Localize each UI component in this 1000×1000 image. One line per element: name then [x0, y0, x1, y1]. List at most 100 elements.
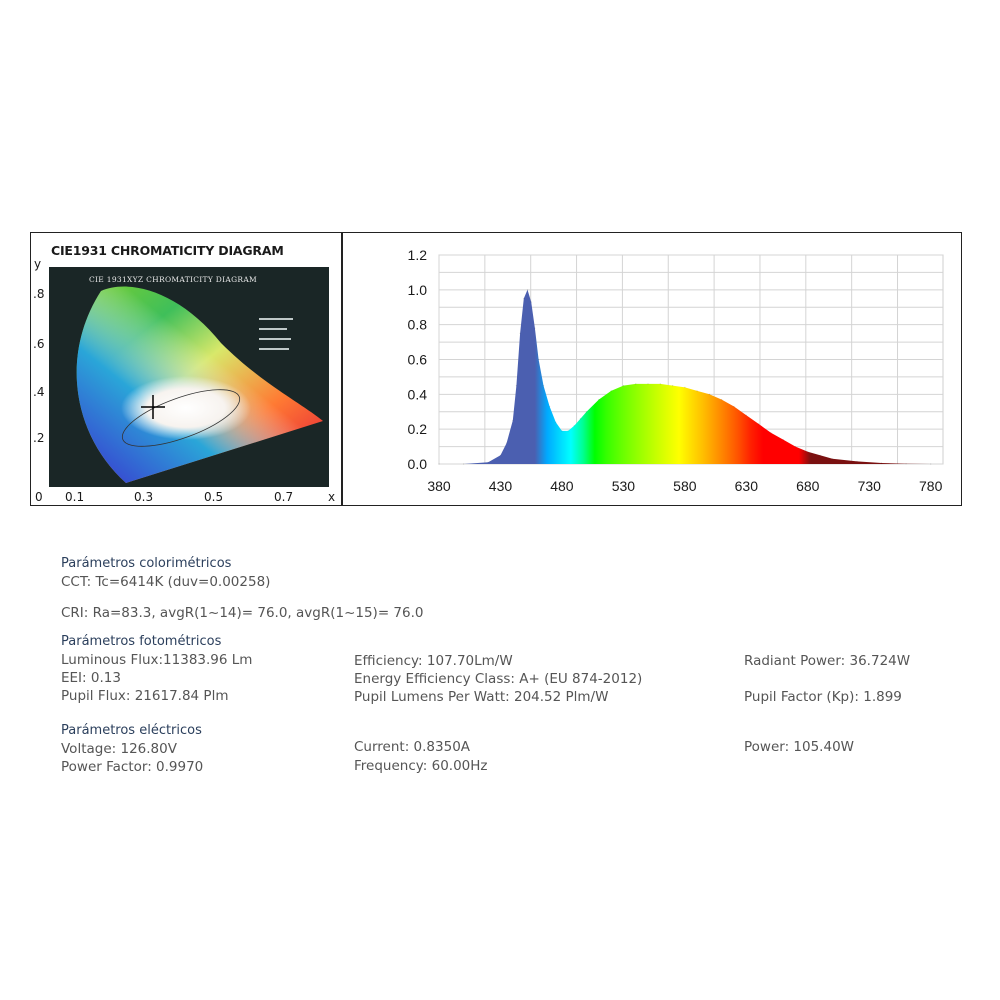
spectrum-point: [745, 414, 747, 416]
eei-value: EEI: 0.13: [61, 670, 121, 686]
spectrum-y-tick-label: 0.4: [408, 386, 428, 402]
luminous-flux: Luminous Flux:11383.96 Lm: [61, 652, 253, 668]
efficiency: Efficiency: 107.70Lm/W: [354, 653, 513, 669]
pupil-factor: Pupil Factor (Kp): 1.899: [744, 689, 902, 705]
spectrum-point: [708, 393, 710, 395]
power: Power: 105.40W: [744, 739, 855, 755]
spectrum-point: [721, 399, 723, 401]
spectrum-point: [831, 458, 833, 460]
spectrum-point: [438, 463, 440, 465]
cie-x-axis-label: x: [328, 490, 336, 504]
cie-inner-title: CIE 1931XYZ CHROMATICITY DIAGRAM: [89, 275, 257, 284]
spectrum-point: [880, 462, 883, 464]
colorimetric-title: Parámetros colorimétricos: [61, 556, 232, 571]
spectrum-point: [770, 432, 772, 434]
spectrum-point: [512, 419, 514, 422]
spectrum-x-tick-label: 530: [612, 478, 636, 494]
spectrum-point: [561, 430, 563, 432]
spectrum-point: [635, 383, 637, 385]
spectrum-point: [542, 385, 545, 387]
spectrum-point: [647, 383, 649, 385]
spectrum-x-tick-labels: 380 430 480 530 580 630 680 730 780: [427, 478, 942, 494]
spectrum-point: [530, 301, 532, 303]
current: Current: 0.8350A: [354, 739, 471, 755]
spectrum-point: [598, 399, 600, 401]
cie-y-tick: .4: [33, 385, 45, 399]
panel-divider: [341, 233, 343, 505]
spectrum-point: [519, 332, 521, 334]
spectrum-point: [555, 421, 557, 423]
spectrum-x-tick-label: 580: [673, 478, 697, 494]
cie-x-tick: 0.3: [134, 490, 154, 504]
spectrum-point: [930, 463, 932, 465]
chart-figure: CIE 1931XYZ CHROMATICITY DIAGRAM CIE1931…: [30, 232, 962, 506]
spectrum-area-group: [438, 289, 932, 465]
spectrum-point: [659, 383, 661, 385]
spectrum-y-tick-labels: 0.0 0.2 0.4 0.6 0.8 1.0 1.2: [408, 247, 428, 472]
spectrum-y-tick-label: 1.0: [408, 282, 428, 298]
spectrum-point: [515, 385, 517, 387]
cie-diagram: CIE 1931XYZ CHROMATICITY DIAGRAM: [49, 267, 329, 487]
spectrum-point: [549, 405, 551, 408]
spectrum-y-tick-label: 0.8: [408, 317, 428, 333]
spectrum-point: [622, 385, 624, 387]
pupil-lumens-per-watt: Pupil Lumens Per Watt: 204.52 Plm/W: [354, 689, 609, 705]
frequency: Frequency: 60.00Hz: [354, 758, 488, 774]
energy-class: Energy Efficiency Class: A+ (EU 874-2012…: [354, 671, 643, 687]
spectrum-point: [463, 463, 465, 465]
spectrum-y-tick-label: 1.2: [408, 247, 428, 263]
spectrum-point: [526, 289, 529, 291]
spectrum-point: [782, 439, 784, 441]
voltage: Voltage: 126.80V: [61, 741, 177, 757]
spectrum-point: [538, 358, 540, 361]
spectrum-point: [506, 442, 508, 444]
spectrum-x-tick-label: 380: [427, 478, 451, 494]
spectrum-point: [672, 385, 674, 387]
spectrum-area: [439, 289, 931, 464]
cie-x-tick: 0.1: [65, 490, 85, 504]
photometric-title: Parámetros fotométricos: [61, 634, 222, 649]
spectrum-point: [579, 418, 581, 420]
spectrum-x-tick-label: 730: [858, 478, 882, 494]
spectrum-point: [905, 463, 907, 465]
cct-value: CCT: Tc=6414K (duv=0.00258): [61, 574, 271, 590]
spectrum-point: [807, 451, 809, 453]
spectrum-point: [585, 411, 588, 413]
power-factor: Power Factor: 0.9970: [61, 759, 204, 775]
spectrum-y-tick-label: 0.2: [408, 421, 428, 437]
spectrum-point: [567, 430, 569, 432]
cie-y-axis-label: y: [34, 257, 42, 271]
spectrum-x-tick-label: 430: [489, 478, 513, 494]
spectrum-y-tick-label: 0.6: [408, 352, 428, 368]
cie-y-tick: .6: [33, 337, 45, 351]
spectrum-point: [794, 446, 797, 448]
spectrum-point: [758, 423, 760, 425]
spectrum-point: [523, 297, 525, 300]
spectrum-point: [487, 461, 489, 463]
electrical-title: Parámetros eléctricos: [61, 723, 202, 738]
cie-y-tick: .8: [33, 287, 45, 301]
spectrum-point: [610, 390, 612, 392]
spectrum-x-tick-label: 480: [550, 478, 574, 494]
spectrum-point: [499, 454, 502, 456]
cri-value: CRI: Ra=83.3, avgR(1~14)= 76.0, avgR(1~1…: [61, 605, 424, 621]
spectrum-chart: 0.0 0.2 0.4 0.6 0.8 1.0 1.2 380 430 480 530 580 630…: [408, 247, 944, 494]
spectrum-point: [573, 425, 575, 427]
cie-legend-box: [259, 318, 293, 350]
cie-y-tick: .2: [33, 431, 45, 445]
cie-planckian-ellipse: [121, 389, 241, 447]
spectrum-x-tick-label: 630: [735, 478, 759, 494]
spectrum-point: [856, 460, 858, 462]
spectrum-point: [819, 454, 821, 456]
spectrum-point: [733, 405, 735, 408]
spectrum-x-tick-label: 680: [796, 478, 820, 494]
pupil-flux: Pupil Flux: 21617.84 Plm: [61, 688, 229, 704]
cie-x-tick: 0: [35, 490, 43, 504]
cie-x-tick: 0.5: [204, 490, 224, 504]
spectrum-point: [696, 390, 698, 392]
radiant-power: Radiant Power: 36.724W: [744, 653, 911, 669]
cie-x-tick: 0.7: [274, 490, 294, 504]
cie-white-region: [121, 376, 251, 440]
spectrum-point: [534, 327, 536, 329]
spectrum-point: [684, 386, 686, 388]
